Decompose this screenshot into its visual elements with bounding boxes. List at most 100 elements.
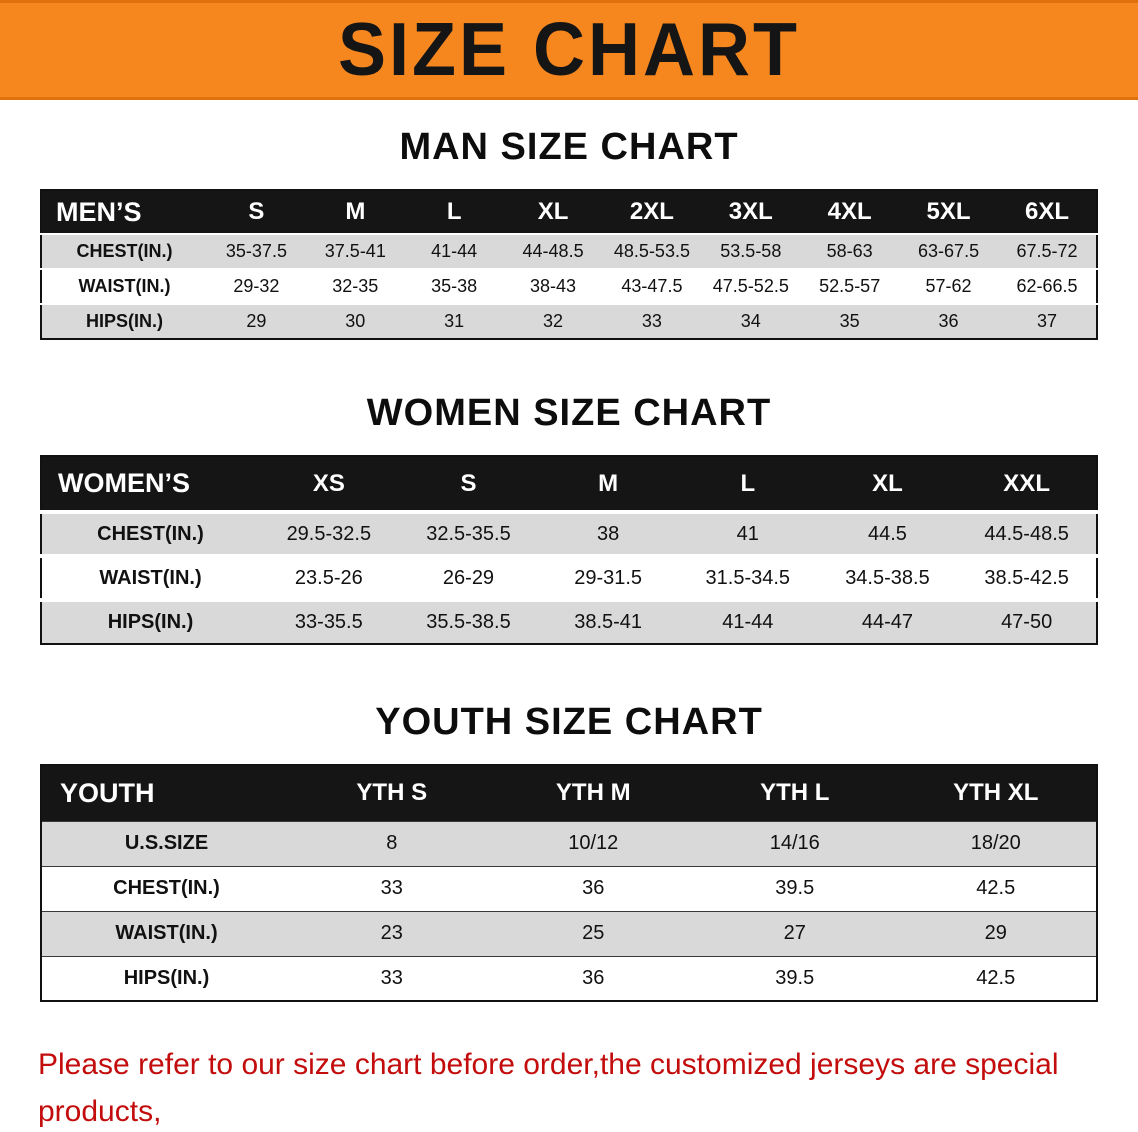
table-row: U.S.SIZE 8 10/12 14/16 18/20: [41, 821, 1097, 866]
measurement-cell: 23: [380, 922, 403, 944]
measurement-cell: 62-66.5: [1016, 276, 1078, 296]
measurement-cell: 32: [543, 311, 564, 331]
table-row: WAIST(IN.) 29-32 32-35 35-38 38-43 43-47.5 47.…: [41, 269, 1097, 304]
measurement-cell: 48.5-53.5: [613, 241, 690, 261]
measurement-cell: 47-50: [1001, 611, 1053, 633]
measurement-cell: 29: [984, 922, 1007, 944]
measurement-cell: 37: [1036, 311, 1058, 331]
size-header-cell: L: [446, 198, 462, 225]
measurement-cell: 58-63: [826, 241, 873, 261]
measurement-cell: 10/12: [568, 832, 619, 854]
table-row: WAIST(IN.) 23 25 27 29: [41, 911, 1097, 956]
measurement-cell: 44.5-48.5: [984, 522, 1069, 545]
size-header-cell: YTH XL: [953, 779, 1039, 807]
measurement-cell: 39.5: [775, 966, 815, 989]
measurement-cell: 29-32: [233, 276, 280, 296]
youth-header-row: YOUTH YTH S YTH M YTH L YTH XL: [41, 765, 1097, 821]
size-header-cell: YTH S: [356, 779, 428, 807]
mens-size-table: MEN’S S M L XL 2XL 3XL 4XL 5XL 6XL CHEST(IN.) 35-3…: [40, 189, 1098, 340]
measurement-cell: 41: [736, 522, 759, 545]
table-row: CHEST(IN.) 29.5-32.5 32.5-35.5 38 41 44.5 44.5…: [41, 512, 1097, 556]
row-label-cell: HIPS(IN.): [85, 311, 163, 331]
youth-size-table: YOUTH YTH S YTH M YTH L YTH XL U.S.SIZE 8 10/1…: [40, 764, 1098, 1002]
measurement-cell: 44.5: [867, 522, 907, 545]
measurement-cell: 38.5-41: [574, 611, 643, 633]
measurement-cell: 33: [641, 311, 662, 331]
size-header-cell: XS: [312, 469, 345, 497]
men-section-heading: MAN SIZE CHART: [399, 126, 739, 168]
size-header-cell: M: [598, 469, 619, 497]
measurement-cell: 37.5-41: [324, 241, 386, 261]
measurement-cell: 33: [380, 966, 403, 989]
measurement-cell: 53.5-58: [720, 241, 782, 261]
table-title-cell: YOUTH: [60, 777, 155, 808]
measurement-cell: 57-62: [925, 276, 972, 296]
measurement-cell: 29.5-32.5: [286, 522, 372, 545]
size-header-cell: 6XL: [1024, 198, 1069, 225]
measurement-cell: 29-31.5: [574, 566, 643, 589]
measurement-cell: 27: [783, 922, 806, 944]
table-row: HIPS(IN.) 33-35.5 35.5-38.5 38.5-41 41-44 44-…: [41, 600, 1097, 644]
measurement-cell: 47.5-52.5: [712, 276, 789, 296]
measurement-cell: 34: [740, 311, 761, 331]
size-header-cell: XL: [537, 198, 569, 225]
size-header-cell: YTH L: [760, 779, 830, 807]
measurement-cell: 33-35.5: [294, 611, 363, 633]
size-header-cell: 5XL: [926, 198, 971, 225]
row-label-cell: WAIST(IN.): [99, 566, 202, 589]
table-row: HIPS(IN.) 29 30 31 32 33 34 35 36 37: [41, 304, 1097, 339]
measurement-cell: 32.5-35.5: [426, 522, 511, 545]
measurement-cell: 43-47.5: [621, 276, 683, 296]
table-row: HIPS(IN.) 33 36 39.5 42.5: [41, 956, 1097, 1001]
measurement-cell: 23.5-26: [294, 566, 363, 589]
spacer: [0, 340, 1138, 366]
measurement-cell: 25: [582, 922, 605, 944]
table-row: WAIST(IN.) 23.5-26 26-29 29-31.5 31.5-34.5 34…: [41, 556, 1097, 600]
row-label-cell: CHEST(IN.): [113, 877, 220, 899]
size-chart-banner: SIZE CHART: [0, 0, 1138, 100]
table-title-cell: MEN’S: [56, 196, 142, 227]
measurement-cell: 30: [345, 311, 366, 331]
measurement-cell: 44-48.5: [522, 241, 584, 261]
measurement-cell: 35: [839, 311, 860, 331]
size-header-cell: 2XL: [629, 198, 674, 225]
measurement-cell: 52.5-57: [819, 276, 881, 296]
measurement-cell: 36: [582, 877, 605, 899]
measurement-cell: 39.5: [775, 877, 815, 899]
disclaimer-text: Please refer to our size chart before or…: [38, 1042, 1100, 1132]
measurement-cell: 67.5-72: [1016, 241, 1078, 261]
women-section-heading: WOMEN SIZE CHART: [366, 392, 772, 434]
measurement-cell: 35-38: [431, 276, 478, 296]
disclaimer-line-1: Please refer to our size chart before or…: [38, 1048, 1059, 1128]
womens-header-row: WOMEN’S XS S M L XL XXL: [41, 456, 1097, 512]
size-header-cell: M: [345, 198, 366, 225]
mens-header-row: MEN’S S M L XL 2XL 3XL 4XL 5XL 6XL: [41, 190, 1097, 234]
measurement-cell: 42.5: [976, 877, 1016, 899]
size-header-cell: YTH M: [555, 779, 631, 807]
measurement-cell: 44-47: [861, 611, 914, 633]
measurement-cell: 33: [380, 877, 403, 899]
size-header-cell: S: [460, 469, 477, 497]
measurement-cell: 63-67.5: [918, 241, 980, 261]
measurement-cell: 42.5: [976, 966, 1016, 989]
measurement-cell: 34.5-38.5: [845, 566, 930, 589]
measurement-cell: 36: [938, 311, 959, 331]
womens-size-table: WOMEN’S XS S M L XL XXL CHEST(IN.) 29.5-32.5 32.…: [40, 455, 1098, 645]
table-row: CHEST(IN.) 35-37.5 37.5-41 41-44 44-48.5 48.5…: [41, 234, 1097, 269]
table-title-cell: WOMEN’S: [58, 468, 190, 498]
measurement-cell: 18/20: [970, 832, 1021, 854]
spacer: [0, 645, 1138, 675]
size-header-cell: 3XL: [728, 198, 773, 225]
measurement-cell: 32-35: [332, 276, 379, 296]
measurement-cell: 14/16: [769, 832, 820, 854]
measurement-cell: 26-29: [442, 566, 495, 589]
row-label-cell: U.S.SIZE: [124, 832, 209, 854]
measurement-cell: 35-37.5: [225, 241, 287, 261]
measurement-cell: 8: [386, 832, 398, 854]
size-header-cell: S: [248, 198, 265, 225]
measurement-cell: 38.5-42.5: [984, 566, 1069, 589]
measurement-cell: 29: [246, 311, 267, 331]
measurement-cell: 38-43: [530, 276, 577, 296]
measurement-cell: 31: [444, 311, 465, 331]
